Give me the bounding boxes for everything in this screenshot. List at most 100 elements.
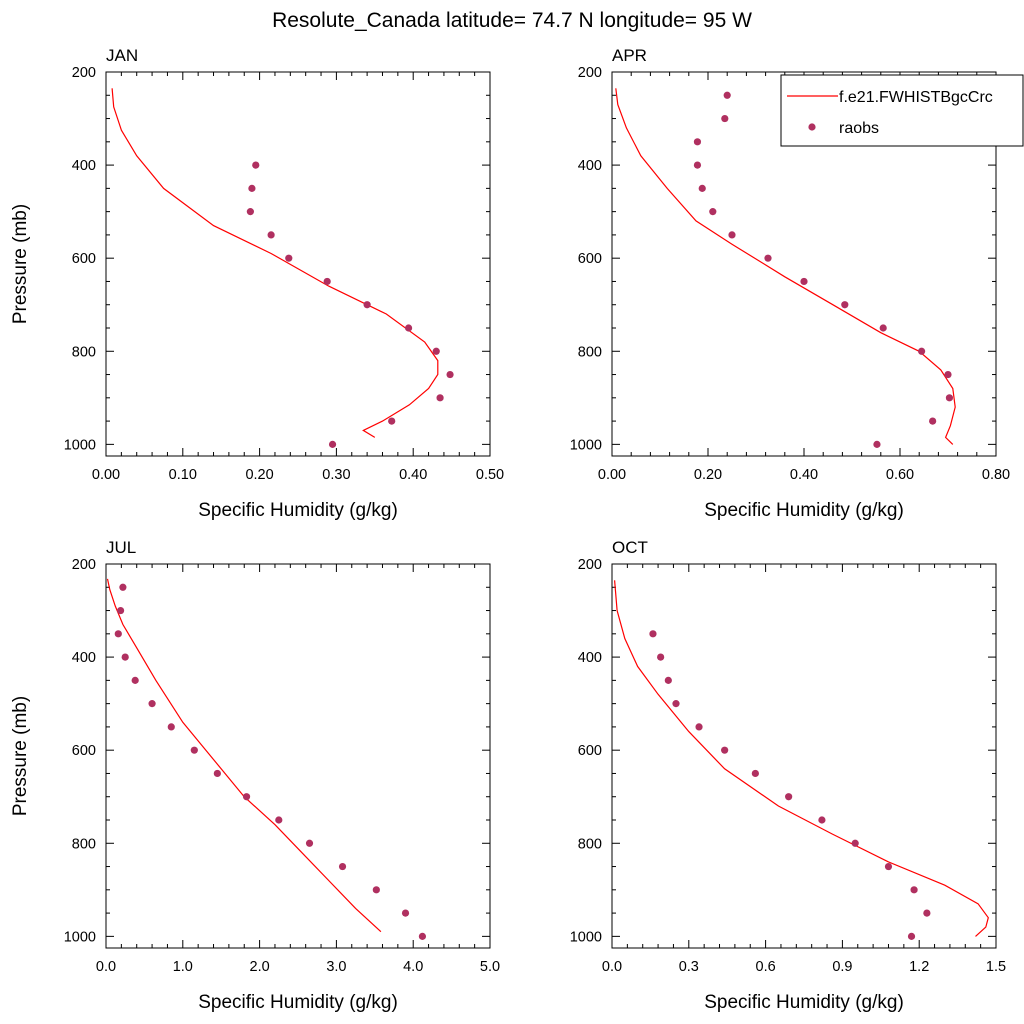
raobs-point xyxy=(252,161,260,169)
raobs-point xyxy=(693,161,702,169)
x-tick-label: 0.20 xyxy=(694,467,722,483)
x-tick-label: 0.00 xyxy=(598,467,626,483)
model-profile-line xyxy=(614,580,989,937)
x-tick-label: 4.0 xyxy=(403,959,423,975)
plot-frame xyxy=(105,71,491,457)
raobs-point xyxy=(167,723,175,731)
raobs-point xyxy=(695,723,703,731)
x-tick-label: 0.6 xyxy=(756,959,776,975)
raobs-point xyxy=(116,606,125,615)
panel-jul: 0.0 1.0 2.0 3.0 4.0 5.0 200 400 600 800 1000 JUL Spe… xyxy=(10,538,500,1013)
x-tick-label: 5.0 xyxy=(480,959,500,975)
raobs-point xyxy=(432,347,440,355)
y-tick-label: 400 xyxy=(72,158,96,174)
raobs-point xyxy=(242,793,251,801)
y-tick-label: 200 xyxy=(578,557,602,573)
raobs-point xyxy=(918,347,926,355)
panel-jan: 0.00 0.10 0.20 0.30 0.40 0.50 200 400 600 800 1000… xyxy=(10,46,504,521)
raobs-point xyxy=(723,91,731,99)
raobs-point xyxy=(751,769,759,778)
y-tick-label: 200 xyxy=(72,65,96,81)
x-tick-label: 0.40 xyxy=(790,467,818,483)
raobs-point xyxy=(267,231,275,239)
raobs-point xyxy=(879,324,887,332)
y-tick-label: 200 xyxy=(578,65,602,81)
x-tick-label: 0.9 xyxy=(832,959,852,975)
raobs-point xyxy=(363,301,371,309)
y-tick-label: 600 xyxy=(72,743,96,759)
raobs-point xyxy=(884,862,893,871)
x-tick-label: 0.80 xyxy=(982,467,1010,483)
raobs-point xyxy=(248,184,256,192)
y-tick-label: 800 xyxy=(72,344,96,360)
raobs-point xyxy=(418,932,427,940)
raobs-point xyxy=(873,440,881,448)
model-profile-line xyxy=(111,88,439,438)
raobs-point xyxy=(851,839,859,847)
raobs-point xyxy=(709,208,717,216)
x-tick-label: 0.0 xyxy=(96,959,116,975)
raobs-point xyxy=(328,440,337,448)
y-tick-label: 600 xyxy=(578,743,602,759)
plot-area xyxy=(615,88,956,448)
legend-dot-swatch xyxy=(808,123,816,131)
raobs-point xyxy=(923,909,931,917)
raobs-point xyxy=(945,394,954,402)
x-tick-label: 0.3 xyxy=(679,959,699,975)
raobs-point xyxy=(818,816,826,824)
x-axis-label: Specific Humidity (g/kg) xyxy=(704,992,904,1013)
x-axis-label: Specific Humidity (g/kg) xyxy=(704,500,904,521)
x-tick-label: 2.0 xyxy=(250,959,270,975)
x-axis-label: Specific Humidity (g/kg) xyxy=(198,992,398,1013)
y-tick-label: 1000 xyxy=(64,437,96,453)
raobs-point xyxy=(323,277,331,286)
legend: f.e21.FWHISTBgcCrc raobs xyxy=(780,74,1024,147)
figure-title: Resolute_Canada latitude= 74.7 N longitu… xyxy=(272,9,752,32)
legend-box xyxy=(780,74,1024,147)
y-tick-label: 200 xyxy=(72,557,96,573)
y-tick-label: 400 xyxy=(72,650,96,666)
panel-title: APR xyxy=(612,46,647,65)
raobs-point xyxy=(785,793,793,801)
raobs-point xyxy=(436,394,444,402)
panel-apr: 0.00 0.20 0.40 0.60 0.80 200 400 600 800 1000 APR S… xyxy=(570,46,1010,521)
y-tick-label: 600 xyxy=(578,251,602,267)
x-tick-label: 0.00 xyxy=(92,467,120,483)
raobs-point xyxy=(698,184,706,192)
raobs-point xyxy=(721,746,729,754)
y-axis-label: Pressure (mb) xyxy=(10,204,31,324)
raobs-point xyxy=(728,231,736,239)
panel-title: OCT xyxy=(612,538,648,557)
y-tick-label: 1000 xyxy=(64,929,96,945)
raobs-point xyxy=(841,301,849,309)
panel-title: JUL xyxy=(106,538,136,557)
raobs-point xyxy=(305,839,314,847)
raobs-point xyxy=(693,138,702,146)
raobs-point xyxy=(944,370,952,379)
x-tick-label: 0.20 xyxy=(245,467,273,483)
x-tick-label: 1.2 xyxy=(909,959,929,975)
x-tick-label: 3.0 xyxy=(326,959,346,975)
plot-frame xyxy=(105,563,491,949)
y-tick-label: 400 xyxy=(578,158,602,174)
raobs-point xyxy=(401,909,410,917)
plot-area xyxy=(111,88,454,448)
panel-oct: 0.0 0.3 0.6 0.9 1.2 1.5 200 400 600 800 1000 OCT Spe… xyxy=(570,538,1006,1013)
raobs-point xyxy=(121,653,129,661)
y-tick-label: 600 xyxy=(72,251,96,267)
x-tick-label: 0.10 xyxy=(169,467,197,483)
raobs-point xyxy=(372,886,380,894)
raobs-point xyxy=(213,769,221,778)
raobs-point xyxy=(649,630,657,638)
raobs-point xyxy=(721,114,729,123)
x-tick-label: 1.0 xyxy=(173,959,193,975)
raobs-point xyxy=(190,746,198,754)
x-tick-label: 0.0 xyxy=(602,959,622,975)
y-tick-label: 800 xyxy=(578,344,602,360)
x-tick-label: 0.60 xyxy=(886,467,914,483)
panel-title: JAN xyxy=(106,46,138,65)
plot-area xyxy=(106,578,427,940)
raobs-point xyxy=(929,417,937,425)
raobs-point xyxy=(388,417,396,425)
